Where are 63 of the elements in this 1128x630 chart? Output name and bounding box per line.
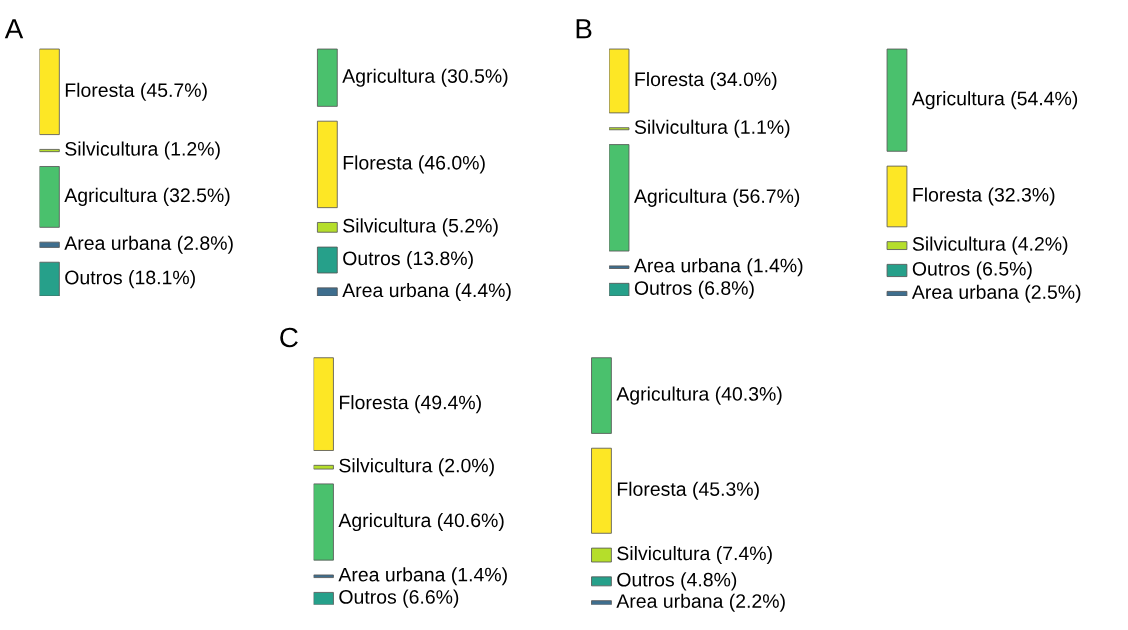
category-label: Silvicultura	[912, 236, 1006, 251]
category-label: Agricultura	[616, 386, 710, 405]
data-label: (7.4%)	[716, 546, 772, 565]
category-label: Outros	[617, 572, 674, 587]
data-label: (5.2%)	[442, 218, 498, 237]
category-label: Area urbana	[342, 282, 450, 298]
data-label: (34.0%)	[710, 71, 777, 91]
data-label: (49.4%)	[415, 395, 481, 414]
data-label: (2.5%)	[1025, 284, 1081, 303]
data-label: (4.2%)	[1012, 236, 1068, 255]
data-label: (1.1%)	[734, 119, 790, 138]
data-label: (1.4%)	[452, 567, 507, 586]
data-label: (2.2%)	[729, 593, 785, 612]
category-label: Agricultura	[342, 68, 436, 87]
category-label: Area urbana	[64, 235, 172, 250]
category-label: Area urbana	[338, 567, 446, 582]
category-label: Outros	[65, 270, 122, 285]
category-label: Outros	[339, 590, 397, 604]
text: C	[280, 327, 298, 348]
category-label: Floresta	[913, 187, 983, 202]
data-label: (45.3%)	[693, 481, 759, 500]
category-label: Area urbana	[911, 284, 1019, 299]
category-label: Silvicultura	[343, 218, 437, 233]
data-label: (4.4%)	[455, 282, 511, 302]
data-label: (6.8%)	[698, 280, 754, 299]
data-label: (13.8%)	[407, 250, 473, 270]
data-label: (46.0%)	[419, 155, 485, 174]
category-label: Area urbana	[616, 593, 724, 608]
text: A	[4, 19, 24, 39]
data-label: (32.5%)	[163, 187, 230, 206]
category-label: Outros	[343, 251, 400, 266]
data-label: (56.7%)	[733, 188, 800, 207]
category-label: Silvicultura	[617, 546, 711, 561]
category-label: Floresta	[635, 71, 705, 87]
data-label: (1.2%)	[164, 141, 220, 160]
text: B	[576, 19, 592, 39]
category-label: Silvicultura	[339, 458, 433, 473]
category-label: Silvicultura	[634, 119, 728, 134]
data-label: (40.3%)	[715, 386, 782, 405]
category-label: Area urbana	[633, 258, 741, 273]
data-label: (45.7%)	[141, 82, 207, 101]
category-label: Agricultura	[911, 91, 1005, 110]
data-label: (4.8%)	[681, 572, 737, 591]
data-label: (2.0%)	[439, 458, 494, 477]
category-label: Agricultura	[64, 187, 158, 206]
category-label: Silvicultura	[65, 141, 159, 156]
category-label: Agricultura	[338, 512, 432, 532]
data-label: (40.6%)	[437, 512, 504, 532]
data-label: (32.3%)	[988, 187, 1055, 206]
data-label: (30.5%)	[441, 68, 508, 87]
category-label: Floresta	[343, 155, 413, 170]
data-label: (54.4%)	[1011, 91, 1078, 110]
category-label: Floresta	[617, 481, 687, 496]
category-label: Floresta	[65, 82, 135, 98]
category-label: Outros	[634, 281, 692, 295]
category-label: Outros	[912, 261, 970, 276]
category-label: Floresta	[340, 395, 409, 410]
data-label: (6.5%)	[976, 261, 1032, 280]
data-label: (2.8%)	[177, 235, 233, 254]
data-label: (6.6%)	[403, 589, 459, 608]
category-label: Agricultura	[633, 188, 727, 207]
data-label: (18.1%)	[129, 270, 195, 289]
data-label: (1.4%)	[747, 258, 803, 277]
